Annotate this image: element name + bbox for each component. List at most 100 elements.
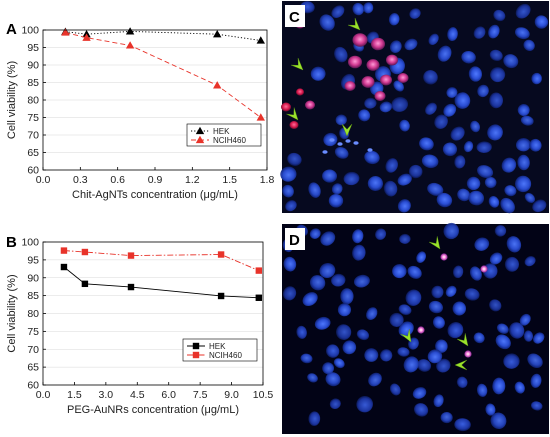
cell-nucleus bbox=[468, 190, 485, 206]
chart-a: 60 65 70 75 80 85 90 95 100 0.0 0.3 0.6 0.9 1.2 1.5 1.8… bbox=[6, 25, 274, 202]
cell-nucleus bbox=[336, 324, 352, 340]
cell-nucleus bbox=[356, 395, 374, 413]
y-axis-label: Cell viability (%) bbox=[6, 61, 18, 139]
cell-nucleus bbox=[457, 188, 471, 202]
cell-nucleus bbox=[419, 137, 434, 151]
x-tick-label: 0.9 bbox=[148, 174, 163, 186]
stained-cell bbox=[386, 54, 398, 66]
stained-cell bbox=[366, 59, 380, 71]
cell-nucleus bbox=[337, 303, 352, 317]
cell-nucleus bbox=[456, 376, 468, 389]
legend-marker bbox=[192, 351, 200, 359]
cell-nucleus bbox=[534, 15, 549, 29]
cell-nucleus bbox=[328, 193, 344, 208]
cell-nucleus bbox=[501, 157, 517, 173]
cell-nucleus bbox=[437, 45, 452, 62]
y-tick-label: 95 bbox=[27, 254, 39, 266]
cell-nucleus bbox=[352, 244, 366, 261]
cell-nucleus bbox=[427, 349, 443, 364]
legend-marker bbox=[195, 126, 205, 135]
data-point bbox=[256, 113, 265, 121]
x-tick-label: 6.0 bbox=[161, 389, 176, 401]
cell-nucleus bbox=[427, 182, 444, 196]
cell-nucleus bbox=[320, 231, 336, 246]
panel-letter-d-badge: D bbox=[285, 228, 305, 250]
series-line bbox=[63, 250, 259, 272]
cell-nucleus bbox=[517, 103, 530, 116]
cell-nucleus bbox=[380, 349, 393, 362]
cell-nucleus bbox=[352, 2, 364, 16]
cell-nucleus bbox=[308, 182, 321, 198]
cell-nucleus bbox=[442, 142, 458, 157]
cell-nucleus bbox=[519, 313, 531, 326]
cell-nucleus bbox=[488, 24, 500, 39]
micrograph-c: C bbox=[280, 1, 549, 214]
cell-nucleus bbox=[434, 114, 448, 129]
arrow-icon bbox=[454, 359, 468, 371]
chart-b: 60 65 70 75 80 85 90 95 100 0.0 1.5 3.0 4.5 6.0 7.5 9.0… bbox=[6, 237, 273, 417]
cell-nucleus bbox=[356, 329, 370, 341]
stained-cell bbox=[344, 81, 356, 91]
cell-nucleus bbox=[520, 115, 534, 126]
y-tick-label: 80 bbox=[27, 308, 39, 320]
panel-letter-c: C bbox=[289, 9, 300, 26]
y-tick-label: 90 bbox=[27, 60, 39, 72]
cell-nucleus bbox=[452, 301, 467, 316]
cell-nucleus bbox=[280, 166, 297, 182]
y-tick-label: 60 bbox=[27, 165, 39, 177]
cell-nucleus bbox=[389, 312, 404, 327]
x-tick-label: 1.5 bbox=[222, 174, 237, 186]
cell-nucleus bbox=[488, 196, 500, 208]
cell-nucleus bbox=[476, 141, 492, 153]
data-point bbox=[127, 252, 135, 259]
y-tick-label: 65 bbox=[27, 362, 39, 374]
x-tick-label: 7.5 bbox=[193, 389, 208, 401]
cell-nucleus bbox=[423, 70, 438, 85]
cell-nucleus bbox=[433, 394, 444, 408]
y-tick-label: 75 bbox=[27, 326, 39, 338]
x-tick-label: 3.0 bbox=[99, 389, 114, 401]
cell-nucleus bbox=[489, 49, 503, 62]
cell-nucleus bbox=[385, 158, 398, 173]
cell-nucleus bbox=[314, 316, 331, 330]
cell-nucleus bbox=[454, 92, 471, 109]
cell-nucleus bbox=[310, 66, 326, 81]
cell-nucleus bbox=[367, 176, 384, 192]
cell-nucleus bbox=[447, 322, 464, 339]
cell-nucleus bbox=[530, 401, 543, 411]
y-tick-label: 60 bbox=[27, 380, 39, 392]
cell-nucleus bbox=[331, 183, 343, 195]
data-point bbox=[256, 36, 265, 44]
cell-nucleus bbox=[474, 237, 490, 251]
cell-nucleus bbox=[445, 285, 457, 297]
cell-nucleus bbox=[466, 176, 481, 191]
cell-nucleus bbox=[490, 67, 506, 83]
cell-nucleus bbox=[403, 356, 419, 373]
stained-dot bbox=[464, 350, 472, 358]
data-point bbox=[127, 283, 135, 291]
cell-nucleus bbox=[527, 353, 543, 368]
data-point bbox=[61, 28, 70, 36]
cell-nucleus bbox=[494, 225, 507, 237]
cell-nucleus bbox=[366, 307, 378, 320]
x-tick-label: 10.5 bbox=[253, 389, 274, 401]
cell-nucleus bbox=[407, 265, 422, 279]
cell-nucleus bbox=[352, 229, 364, 244]
cell-nucleus bbox=[326, 344, 340, 358]
fragmented-cell bbox=[322, 150, 328, 154]
cell-nucleus bbox=[392, 264, 407, 279]
cell-nucleus bbox=[308, 411, 321, 426]
data-point bbox=[213, 81, 222, 89]
y-tick-label: 75 bbox=[27, 112, 39, 124]
arrow-icon bbox=[341, 123, 353, 137]
cell-nucleus bbox=[428, 300, 443, 314]
cell-nucleus bbox=[515, 3, 531, 19]
x-axis-label: Chit-AgNTs concentration (μg/mL) bbox=[72, 189, 238, 201]
cell-nucleus bbox=[340, 288, 354, 305]
cell-nucleus bbox=[529, 138, 542, 152]
cell-nucleus bbox=[388, 13, 400, 26]
cell-nucleus bbox=[368, 372, 382, 387]
cell-nucleus bbox=[514, 381, 525, 394]
cells-c bbox=[280, 1, 549, 214]
